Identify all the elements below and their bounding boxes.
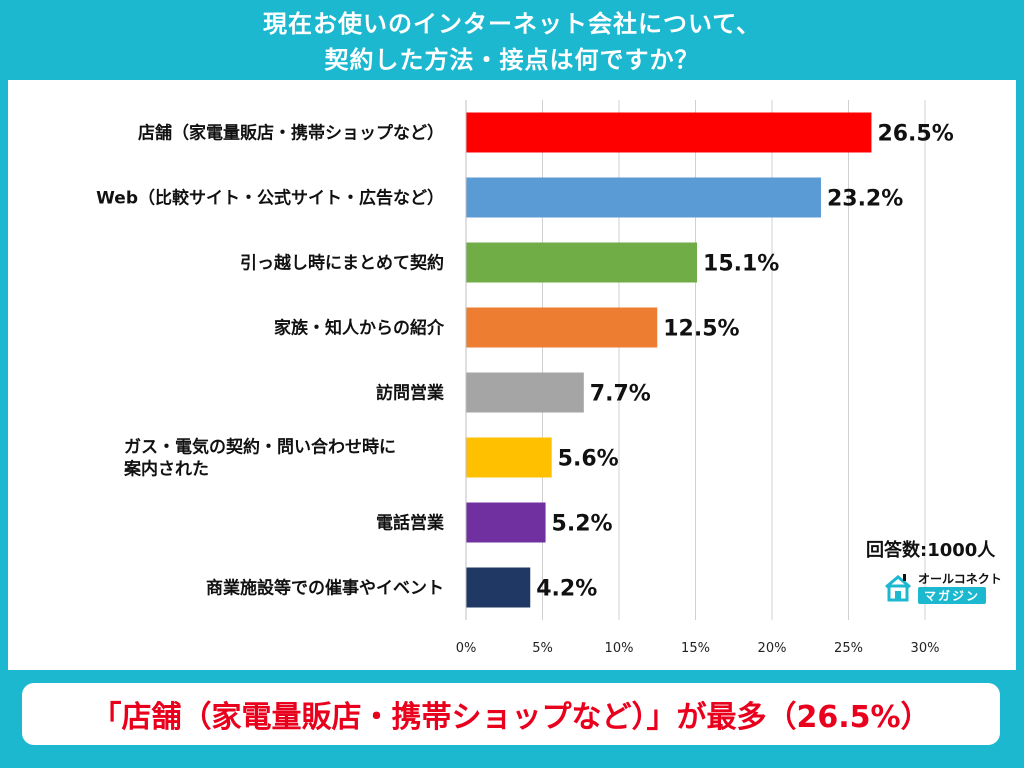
summary-banner: 「店舗（家電量販店・携帯ショップなど）」が最多（26.5%） bbox=[22, 683, 1000, 745]
x-tick-label: 10% bbox=[605, 641, 634, 656]
x-tick-label: 25% bbox=[834, 641, 863, 656]
value-label: 4.2% bbox=[536, 577, 597, 602]
value-label: 23.2% bbox=[827, 187, 903, 212]
logo-text-top: オールコネクト bbox=[918, 572, 1002, 586]
x-tick-label: 30% bbox=[911, 641, 940, 656]
bar bbox=[466, 177, 821, 218]
category-label: 店舗（家電量販店・携帯ショップなど） bbox=[138, 123, 444, 144]
x-tick-label: 5% bbox=[532, 641, 553, 656]
chart-title-line-2: 契約した方法・接点は何ですか？ bbox=[324, 46, 700, 74]
bar bbox=[466, 437, 552, 478]
value-label: 15.1% bbox=[703, 252, 779, 277]
chart-title-line-1: 現在お使いのインターネット会社について、 bbox=[262, 10, 762, 38]
house-logo-icon bbox=[885, 574, 911, 602]
category-label: ガス・電気の契約・問い合わせ時に bbox=[124, 437, 396, 458]
x-tick-label: 15% bbox=[681, 641, 710, 656]
value-label: 12.5% bbox=[663, 317, 739, 342]
bar bbox=[466, 502, 546, 543]
bar-chart: 0% 5% 10% 15% 20% 25% 30% 26.5% 店舗（家電量販店・携帯ショップな… bbox=[96, 100, 954, 656]
category-label: 訪問営業 bbox=[376, 383, 444, 404]
category-label: 家族・知人からの紹介 bbox=[274, 318, 445, 339]
value-label: 7.7% bbox=[590, 382, 651, 407]
brand-logo: オールコネクト マガジン bbox=[884, 570, 1004, 606]
category-label: 商業施設等での催事やイベント bbox=[206, 578, 444, 599]
bar bbox=[466, 242, 698, 283]
category-label: 引っ越し時にまとめて契約 bbox=[240, 253, 444, 274]
x-tick-label: 20% bbox=[758, 641, 787, 656]
bar bbox=[466, 307, 658, 348]
bar bbox=[466, 112, 872, 153]
bar bbox=[466, 372, 584, 413]
respondent-count: 回答数:1000人 bbox=[866, 540, 996, 561]
value-label: 5.6% bbox=[558, 447, 619, 472]
category-label: 電話営業 bbox=[376, 513, 444, 534]
value-label: 5.2% bbox=[552, 512, 613, 537]
category-label: Web（比較サイト・公式サイト・広告など） bbox=[96, 188, 444, 209]
summary-banner-text: 「店舗（家電量販店・携帯ショップなど）」が最多（26.5%） bbox=[91, 700, 931, 735]
x-tick-label: 0% bbox=[456, 641, 477, 656]
value-label: 26.5% bbox=[877, 122, 953, 147]
chart-panel: 0% 5% 10% 15% 20% 25% 30% 26.5% 店舗（家電量販店・携帯ショップな… bbox=[8, 80, 1016, 670]
category-label: 案内された bbox=[123, 459, 209, 480]
bar bbox=[466, 567, 531, 608]
logo-text-bottom: マガジン bbox=[918, 587, 987, 604]
